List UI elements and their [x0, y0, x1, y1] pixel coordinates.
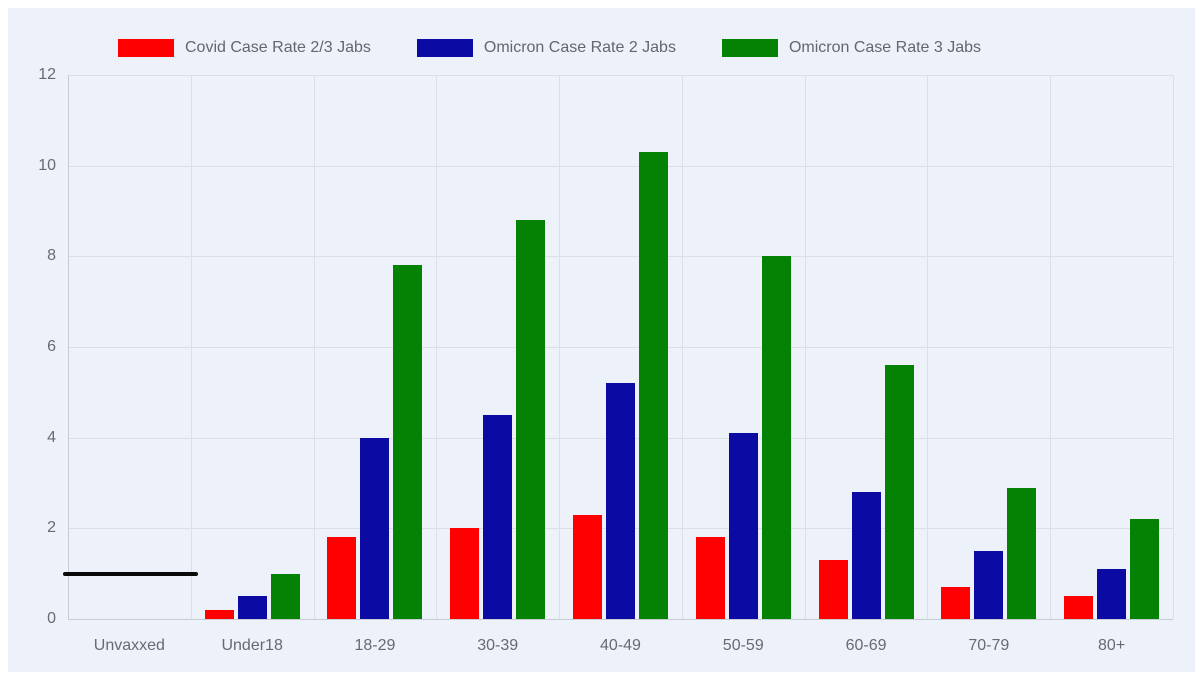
gridline-x-7	[927, 75, 929, 619]
bar-omicron-case-rate-2-jabs-60-69	[851, 492, 881, 619]
y-tick-label-2: 2	[47, 519, 56, 537]
x-tick-label-80: 80+	[1098, 637, 1126, 654]
gridline-x-8	[1050, 75, 1052, 619]
y-tick-label-6: 6	[47, 338, 56, 355]
plot-area: 0 2 4 6 8 10 12 Unvaxxed Under18 18-29 30-39 40-49 5…	[38, 66, 1174, 654]
y-tick-label-12: 12	[38, 66, 56, 83]
bar-omicron-case-rate-2-jabs-18-29	[360, 437, 390, 619]
bar-covid-case-rate-2-3-jabs-50-59	[695, 537, 725, 619]
legend-item-omicron-case-rate-2-jabs[interactable]: Omicron Case Rate 2 Jabs	[416, 39, 676, 57]
y-tick-label-8: 8	[47, 247, 56, 265]
legend-swatch-covid-case-rate-2-3-jabs	[118, 39, 174, 57]
legend-label: Omicron Case Rate 2 Jabs	[483, 39, 676, 56]
bar-covid-case-rate-2-3-jabs-60-69	[818, 560, 848, 619]
x-tick-label-unvaxxed: Unvaxxed	[93, 637, 165, 654]
gridline-x-6	[804, 75, 806, 619]
bar-covid-case-rate-2-3-jabs-30-39	[450, 528, 480, 619]
chart-panel: Covid Case Rate 2/3 Jabs Omicron Case Rat…	[8, 8, 1195, 672]
y-tick-label-0: 0	[47, 610, 56, 627]
x-tick-label-18-29: 18-29	[354, 637, 396, 654]
legend-swatch-omicron-case-rate-3-jabs	[721, 39, 778, 57]
gridline-y-12	[68, 75, 1173, 76]
bar-omicron-case-rate-2-jabs-30-39	[483, 415, 513, 619]
bar-omicron-case-rate-3-jabs-40-49	[639, 152, 668, 619]
bar-omicron-case-rate-2-jabs-under18	[237, 596, 267, 619]
gridline-x-1	[190, 75, 192, 619]
legend-item-omicron-case-rate-3-jabs[interactable]: Omicron Case Rate 3 Jabs	[721, 39, 982, 57]
y-tick-label-10: 10	[38, 156, 56, 174]
gridline-y-6	[68, 347, 1173, 348]
bar-omicron-case-rate-3-jabs-30-39	[516, 220, 546, 619]
legend-label: Omicron Case Rate 3 Jabs	[788, 39, 982, 56]
bar-omicron-case-rate-3-jabs-50-59	[761, 256, 791, 619]
bar-omicron-case-rate-2-jabs-80	[1097, 569, 1127, 619]
bar-omicron-case-rate-3-jabs-80	[1130, 519, 1160, 619]
bar-omicron-case-rate-2-jabs-50-59	[728, 433, 758, 619]
x-tick-label-50-59: 50-59	[722, 637, 764, 654]
y-axis-line	[68, 75, 69, 619]
bar-omicron-case-rate-3-jabs-60-69	[884, 365, 914, 619]
x-tick-label-70-79: 70-79	[968, 637, 1010, 654]
bar-covid-case-rate-2-3-jabs-under18	[204, 609, 234, 619]
legend-swatch-omicron-case-rate-2-jabs	[416, 39, 473, 57]
gridline-x-9	[1173, 75, 1174, 619]
x-tick-label-40-49: 40-49	[600, 637, 641, 654]
gridline-x-3	[436, 75, 438, 619]
x-tick-label-under18: Under18	[221, 637, 283, 654]
bar-omicron-case-rate-3-jabs-18-29	[393, 265, 423, 619]
bar-omicron-case-rate-3-jabs-under18	[270, 573, 300, 619]
gridline-x-2	[313, 75, 315, 619]
gridline-y-10	[68, 165, 1173, 167]
bar-covid-case-rate-2-3-jabs-80	[1064, 596, 1094, 619]
gridline-x-5	[681, 75, 683, 619]
gridline-y-8	[68, 256, 1173, 258]
reference-line-unvaxxed	[63, 571, 198, 576]
bar-covid-case-rate-2-3-jabs-18-29	[327, 537, 357, 619]
gridline-x-4	[559, 75, 561, 619]
bar-covid-case-rate-2-3-jabs-70-79	[941, 587, 971, 619]
bar-omicron-case-rate-2-jabs-70-79	[974, 551, 1004, 619]
bar-omicron-case-rate-3-jabs-70-79	[1007, 487, 1037, 619]
legend-label: Covid Case Rate 2/3 Jabs	[185, 39, 371, 56]
legend-item-covid-case-rate-2-3-jabs[interactable]: Covid Case Rate 2/3 Jabs	[118, 39, 371, 57]
x-axis-line	[68, 619, 1173, 620]
y-tick-label-4: 4	[47, 428, 56, 446]
chart-legend: Covid Case Rate 2/3 Jabs Omicron Case Rat…	[118, 39, 981, 57]
bar-omicron-case-rate-2-jabs-40-49	[606, 383, 635, 619]
bar-covid-case-rate-2-3-jabs-40-49	[573, 514, 602, 619]
x-tick-label-60-69: 60-69	[845, 637, 887, 654]
x-tick-label-30-39: 30-39	[477, 637, 519, 654]
